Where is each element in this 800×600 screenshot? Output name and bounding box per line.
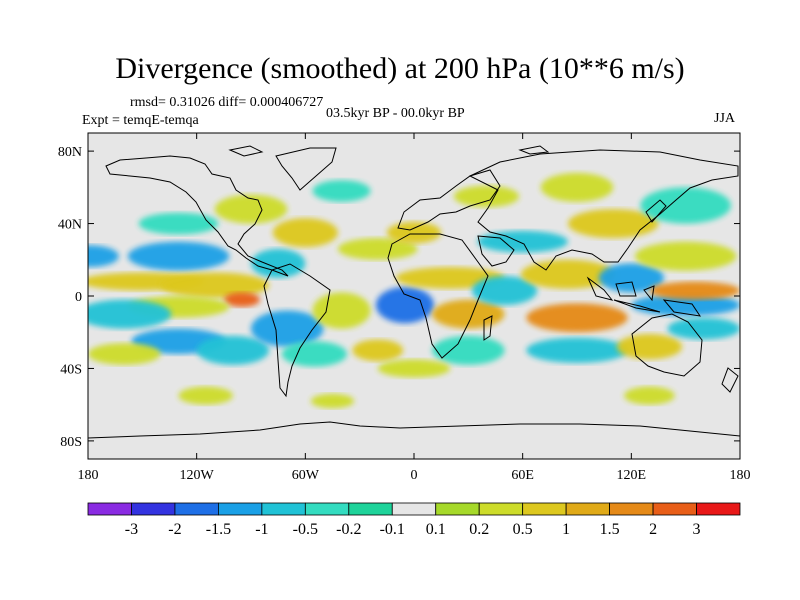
y-tick-label-3: 40S [60, 362, 82, 377]
contour-blob-43 [310, 393, 355, 409]
colorbar-swatch-10 [522, 502, 567, 516]
colorbar-label-5: -0.2 [336, 521, 361, 538]
contour-blob-26 [649, 281, 740, 300]
contour-blob-29 [477, 230, 568, 253]
contour-blob-3 [160, 272, 270, 298]
colorbar-label-9: 0.5 [513, 521, 533, 538]
contour-blob-37 [667, 317, 740, 340]
contour-blob-41 [624, 386, 675, 405]
contour-blob-22 [526, 303, 628, 333]
colorbar-swatch-5 [304, 502, 350, 516]
plot-title: Divergence (smoothed) at 200 hPa (10**6 … [115, 52, 685, 85]
contour-blob-27 [634, 241, 737, 271]
x-tick-label-0: 180 [78, 468, 99, 483]
colorbar-label-0: -3 [125, 521, 138, 538]
colorbar-label-13: 3 [693, 521, 701, 538]
colorbar-label-11: 1.5 [600, 521, 620, 538]
x-tick-label-3: 0 [411, 468, 418, 483]
contour-field [88, 172, 740, 409]
contour-blob-32 [453, 185, 520, 208]
contour-blob-12 [312, 292, 371, 329]
contour-blob-9 [88, 343, 161, 365]
period-label: 03.5kyr BP - 00.0kyr BP [326, 106, 465, 121]
contour-blob-16 [214, 194, 288, 224]
contour-blob-24 [598, 263, 664, 293]
x-tick-label-5: 120E [617, 468, 647, 483]
contour-blob-14 [272, 218, 338, 248]
x-tick-label-6: 180 [730, 468, 751, 483]
contour-blob-19 [432, 299, 505, 329]
contour-blob-1 [127, 241, 230, 271]
x-tick-label-1: 120W [180, 468, 215, 483]
contour-blob-8 [196, 335, 270, 365]
colorbar-label-3: -1 [255, 521, 268, 538]
experiment-label: Expt = temqE-temqa [82, 113, 199, 128]
contour-blob-35 [526, 337, 628, 364]
colorbar-swatch-0 [87, 502, 132, 516]
contour-blob-17 [312, 180, 371, 202]
colorbar-label-4: -0.5 [293, 521, 318, 538]
colorbar-swatch-11 [565, 502, 611, 516]
colorbar-label-6: -0.1 [380, 521, 405, 538]
colorbar-swatch-12 [609, 502, 654, 516]
contour-blob-18 [375, 286, 434, 324]
contour-blob-36 [616, 334, 683, 360]
colorbar-label-1: -2 [168, 521, 181, 538]
contour-blob-13 [250, 248, 306, 278]
contour-blob-6 [88, 299, 172, 329]
contour-blob-31 [540, 172, 614, 202]
contour-blob-4 [223, 292, 261, 307]
y-tick-label-2: 0 [75, 290, 82, 305]
colorbar-label-12: 2 [649, 521, 657, 538]
x-axis: 180 120W 60W 0 60E 120E 180 [78, 133, 751, 483]
x-tick-label-4: 60E [511, 468, 534, 483]
contour-blob-21 [471, 276, 538, 306]
contour-blob-10 [251, 310, 324, 347]
contour-blob-23 [520, 259, 616, 289]
contour-blob-15 [337, 238, 418, 260]
contour-blob-25 [631, 294, 740, 316]
contour-blob-39 [377, 359, 451, 378]
y-tick-label-0: 80N [58, 145, 82, 160]
contour-blob-42 [178, 386, 233, 405]
colorbar-swatch-14 [696, 502, 741, 516]
stats-label: rmsd= 0.31026 diff= 0.000406727 [130, 95, 324, 110]
colorbar-swatch-1 [131, 502, 176, 516]
colorbar-swatch-7 [391, 502, 437, 516]
contour-blob-40 [138, 212, 219, 235]
contour-blob-0 [88, 245, 119, 268]
colorbar-swatch-8 [435, 502, 480, 516]
colorbar-swatch-9 [478, 502, 524, 516]
colorbar-swatch-3 [217, 502, 263, 516]
x-tick-label-2: 60W [292, 468, 320, 483]
colorbar: -3 -2 -1.5 -1 -0.5 -0.2 -0.1 0.1 0.2 0.5 1 1.5 2 3 [87, 502, 741, 538]
colorbar-swatch-6 [348, 502, 393, 516]
colorbar-label-7: 0.1 [426, 521, 446, 538]
y-tick-label-4: 80S [60, 435, 82, 450]
colorbar-label-8: 0.2 [469, 521, 489, 538]
contour-blob-33 [386, 221, 442, 244]
colorbar-swatch-4 [261, 502, 306, 516]
contour-blob-30 [640, 187, 731, 224]
contour-blob-38 [352, 339, 404, 362]
y-axis: 80N 40N 0 40S 80S [58, 145, 740, 450]
colorbar-label-10: 1 [562, 521, 570, 538]
colorbar-label-2: -1.5 [206, 521, 231, 538]
season-label: JJA [714, 111, 736, 126]
y-tick-label-1: 40N [58, 218, 82, 233]
colorbar-swatch-13 [652, 502, 697, 516]
colorbar-swatch-2 [174, 502, 219, 516]
contour-blob-11 [281, 341, 347, 367]
coastlines [88, 145, 740, 439]
contour-blob-28 [567, 209, 659, 239]
contour-blob-34 [432, 335, 505, 365]
